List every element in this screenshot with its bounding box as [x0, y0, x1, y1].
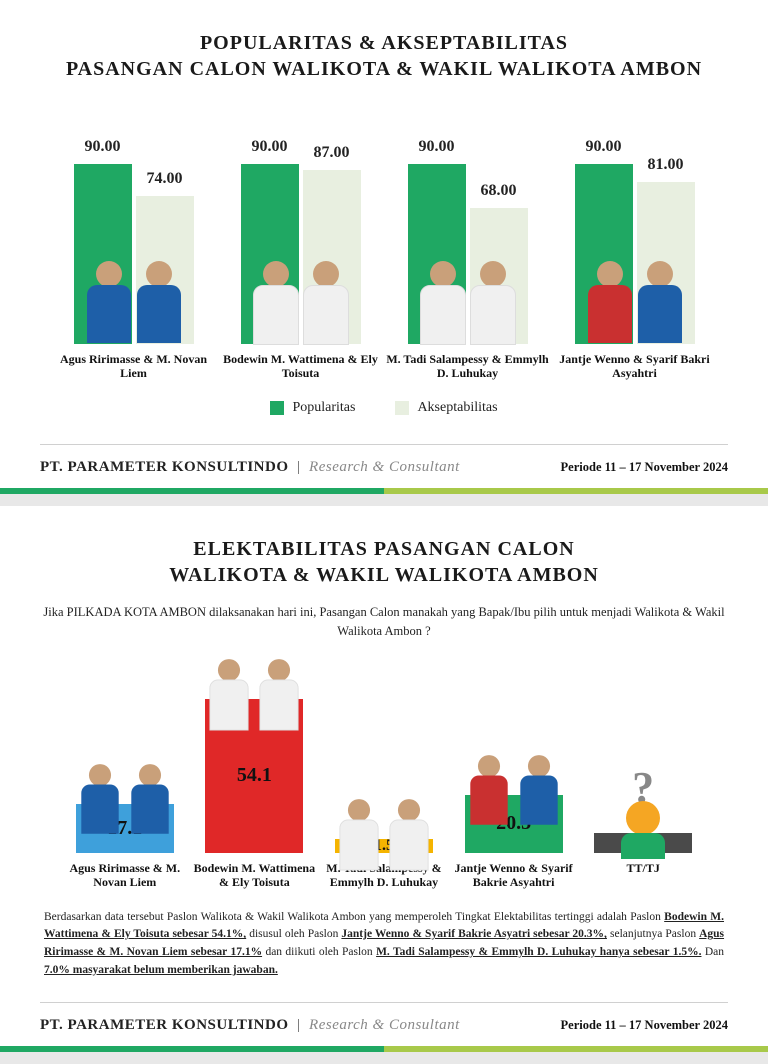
candidate-label: TT/TJ	[626, 861, 659, 891]
candidate-photo	[580, 249, 690, 344]
bar-value: 90.00	[575, 138, 633, 156]
candidate-group: 90.0074.00Agus Ririmasse & M. Novan Liem	[50, 144, 217, 382]
candidate-label: M. Tadi Salampessy & Emmylh D. Luhukay	[319, 861, 449, 891]
title2-line1: ELEKTABILITAS PASANGAN CALON	[193, 538, 574, 560]
electability-bar: 1.5	[335, 839, 433, 853]
candidate-label: Bodewin M. Wattimena & Ely Toisuta	[217, 352, 384, 382]
grouped-bar-chart: 90.0074.00Agus Ririmasse & M. Novan Liem…	[50, 122, 718, 382]
summary-text: Berdasarkan data tersebut Paslon Walikot…	[44, 909, 724, 980]
electability-column: 7.0? TT/TJ	[578, 683, 708, 891]
electability-bar: 17.1	[76, 804, 174, 852]
company-line: PT. PARAMETER KONSULTINDO | Research & C…	[40, 1017, 460, 1034]
electability-column: 17.1 Agus Ririmasse & M. Novan Liem	[60, 683, 190, 891]
electability-bar-chart: 17.1 Agus Ririmasse & M. Novan Liem 54.1 Bo…	[60, 671, 708, 891]
candidate-label: Jantje Wenno & Syarif Bakri Asyahtri	[551, 352, 718, 382]
bar-value: 90.00	[408, 138, 466, 156]
candidate-photo	[246, 249, 356, 344]
candidate-label: Jantje Wenno & Syarif Bakrie Asyahtri	[449, 861, 579, 891]
candidate-photo	[334, 791, 434, 871]
electability-column: 1.5 M. Tadi Salampessy & Emmylh D. Luhuka…	[319, 683, 449, 891]
candidate-group: 90.0081.00Jantje Wenno & Syarif Bakri As…	[551, 144, 718, 382]
panel1-title: POPULARITAS & AKSEPTABILITAS PASANGAN CA…	[40, 30, 728, 82]
bar-value: 68.00	[470, 182, 528, 200]
legend-item-akseptabilitas: Akseptabilitas	[395, 400, 497, 416]
bar-value: 74.00	[136, 170, 194, 188]
candidate-photo	[413, 249, 523, 344]
bar-value: 20.3	[496, 812, 531, 835]
electability-bar: 20.3	[465, 795, 563, 853]
title-line2: PASANGAN CALON WALIKOTA & WAKIL WALIKOTA…	[66, 58, 702, 80]
bar-value: 90.00	[241, 138, 299, 156]
candidate-label: Agus Ririmasse & M. Novan Liem	[60, 861, 190, 891]
panel2-footer: PT. PARAMETER KONSULTINDO | Research & C…	[40, 1002, 728, 1042]
panel-popularity: POPULARITAS & AKSEPTABILITAS PASANGAN CA…	[0, 0, 768, 494]
question-icon: ?	[603, 770, 683, 860]
electability-bar: 7.0?	[594, 833, 692, 853]
candidate-label: Agus Ririmasse & M. Novan Liem	[50, 352, 217, 382]
bar-value: 17.1	[107, 817, 142, 840]
bar-value: 87.00	[303, 144, 361, 162]
accent-bar	[0, 1046, 768, 1052]
panel1-footer: PT. PARAMETER KONSULTINDO | Research & C…	[40, 444, 728, 484]
candidate-label: Bodewin M. Wattimena & Ely Toisuta	[190, 861, 320, 891]
chart1-legend: Popularitas Akseptabilitas	[40, 400, 728, 416]
panel-electability: ELEKTABILITAS PASANGAN CALON WALIKOTA & …	[0, 506, 768, 1052]
accent-bar	[0, 488, 768, 494]
electability-bar: 54.1	[205, 699, 303, 852]
candidate-group: 90.0087.00Bodewin M. Wattimena & Ely Toi…	[217, 144, 384, 382]
candidate-label: M. Tadi Salampessy & Emmylh D. Luhukay	[384, 352, 551, 382]
electability-column: 20.3 Jantje Wenno & Syarif Bakrie Asyahtr…	[449, 683, 579, 891]
bar-value: 1.5	[374, 837, 394, 855]
candidate-group: 90.0068.00M. Tadi Salampessy & Emmylh D.…	[384, 144, 551, 382]
legend-item-popularitas: Popularitas	[270, 400, 355, 416]
title-line1: POPULARITAS & AKSEPTABILITAS	[200, 32, 568, 54]
bar-value: 90.00	[74, 138, 132, 156]
panel2-title: ELEKTABILITAS PASANGAN CALON WALIKOTA & …	[40, 536, 728, 588]
bar-value: 54.1	[237, 764, 272, 787]
title2-line2: WALIKOTA & WAKIL WALIKOTA AMBON	[169, 564, 599, 586]
panel2-subtitle: Jika PILKADA KOTA AMBON dilaksanakan har…	[40, 603, 728, 641]
candidate-photo	[79, 249, 189, 344]
company-line: PT. PARAMETER KONSULTINDO | Research & C…	[40, 459, 460, 476]
period-text: Periode 11 – 17 November 2024	[561, 1018, 728, 1033]
period-text: Periode 11 – 17 November 2024	[561, 460, 728, 475]
candidate-photo	[204, 651, 304, 731]
bar-value: 81.00	[637, 156, 695, 174]
electability-column: 54.1 Bodewin M. Wattimena & Ely Toisuta	[190, 683, 320, 891]
